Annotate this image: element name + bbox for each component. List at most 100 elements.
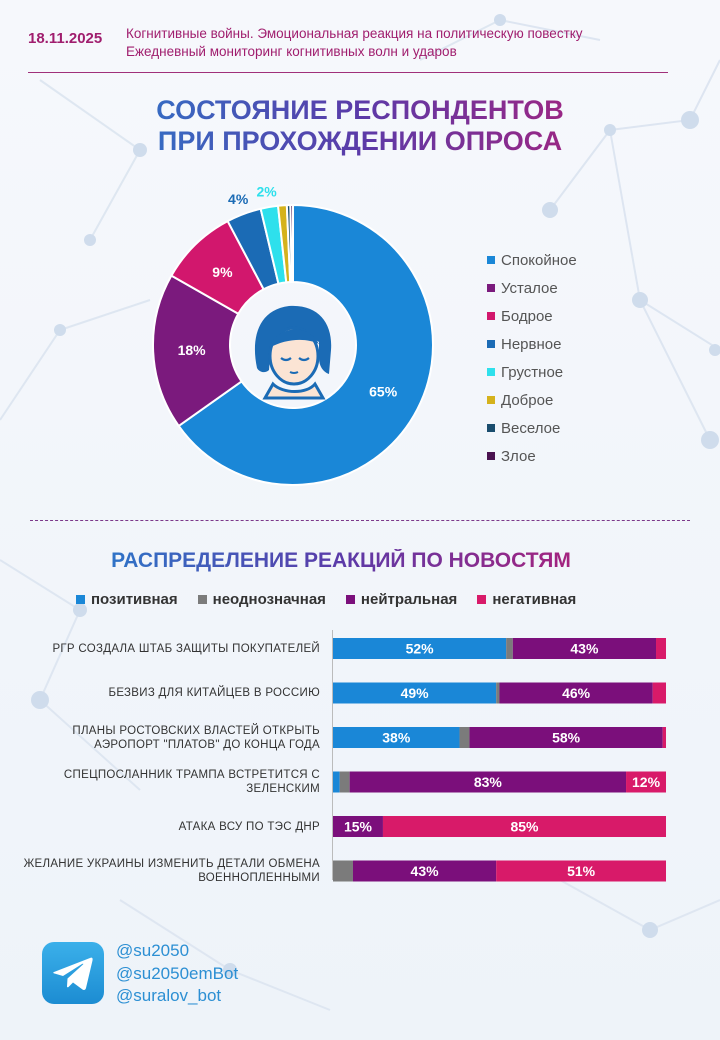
legend-label: Нервное [501,335,562,353]
bar-segment [626,771,666,793]
bar-legend-item: нейтральная [345,591,458,608]
legend-label: негативная [492,591,577,608]
legend-label: Веселое [501,419,561,437]
category-axis [332,630,333,880]
legend-label: Усталое [501,279,558,297]
pie-slice-2 [152,274,243,428]
bar-segment [652,682,666,704]
legend-label: позитивная [91,591,178,608]
pie-slice-5 [259,204,288,285]
pie-title-line-2: ПРИ ПРОХОЖДЕНИИ ОПРОСА [0,126,720,157]
report-date: 18.11.2025 [28,30,103,47]
pie-legend-item: Веселое [487,414,577,442]
bar-segment [662,727,666,748]
legend-swatch [197,595,207,604]
legend-swatch [487,340,495,348]
pie-data-label: 9% [212,264,233,280]
contact-handles: @su2050 @su2050emBot @suralov_bot [116,940,238,1008]
pie-slice-1 [177,203,434,486]
legend-label: Злое [501,447,536,465]
section-divider [30,520,690,521]
bar-data-label: 12% [632,774,661,790]
bar-category-label: Желание Украины изменить детали обмена в… [23,858,320,884]
bar-segment [506,638,513,659]
legend-swatch [487,424,495,432]
bar-segment [469,727,663,748]
bar-data-label: 46% [562,685,591,701]
legend-swatch [487,312,495,320]
bar-legend: позитивная неоднозначная нейтральная негати… [76,591,596,608]
bar-segment [333,727,460,748]
handle-link[interactable]: @suralov_bot [116,986,222,1005]
pie-legend: Спокойное Усталое Бодрое Нервное Грустное Доб… [487,246,577,470]
legend-swatch [487,284,495,292]
legend-swatch [487,256,495,264]
bar-data-label: 38% [382,730,411,746]
legend-swatch [487,368,495,376]
bar-category-label: Планы ростовских властей открыть аэропор… [72,724,320,751]
bar-category-label: Спецпосланник Трампа встретится с Зеленс… [63,769,320,795]
legend-label: нейтральная [360,591,458,608]
legend-swatch [487,396,495,404]
pie-legend-item: Спокойное [487,246,577,274]
legend-swatch [487,452,495,460]
bar-data-label: 15% [344,819,373,835]
pie-legend-item: Бодрое [487,302,577,330]
bar-segment [333,771,340,793]
bar-legend-item: негативная [477,591,576,608]
bar-segment [333,638,507,659]
legend-label: Спокойное [501,251,577,269]
bar-data-label: 43% [411,863,440,879]
woman-face-icon [254,305,332,400]
pie-legend-item: Доброе [487,386,577,414]
pie-slice-4 [226,207,280,291]
pie-legend-item: Злое [487,442,577,470]
telegram-icon[interactable] [42,942,104,1004]
bar-legend-item: позитивная [76,591,178,608]
bar-segment [496,682,500,704]
bar-data-label: 51% [567,863,596,879]
legend-label: Доброе [501,391,554,409]
header-subtitle-2: Ежедневный мониторинг когнитивных волн и… [126,44,457,59]
bar-category-label: Безвиз для китайцев в Россию [108,687,320,699]
pie-data-label: 18% [178,342,207,358]
pie-legend-item: Усталое [487,274,577,302]
header: 18.11.2025 Когнитивные войны. Эмоциональ… [28,20,668,73]
pie-data-label: 65% [369,384,398,400]
pie-data-label: 2% [256,183,277,199]
pie-legend-item: Нервное [487,330,577,358]
bar-data-label: 58% [552,730,581,746]
bar-data-label: 83% [474,774,503,790]
bar-segment [459,727,470,748]
bar-data-label: 52% [406,641,435,657]
bar-data-label: 49% [401,685,430,701]
legend-swatch [76,595,85,604]
pie-data-label: 4% [228,191,249,207]
pie-title-line-1: СОСТОЯНИЕ РЕСПОНДЕНТОВ [0,95,720,126]
bar-segment [512,638,657,659]
bar-segment [499,682,653,704]
handle-link[interactable]: @su2050emBot [116,963,239,983]
legend-label: Бодрое [501,307,553,325]
bar-category-label: РГР создала штаб защиты покупателей [52,642,320,655]
bar-segment [382,816,666,837]
bar-segment [333,816,383,837]
handle-link[interactable]: @su2050 [116,941,190,960]
bar-segment [656,638,666,659]
bar-legend-item: неоднозначная [197,591,326,608]
bar-segment [333,682,497,704]
pie-slice-8 [289,203,294,284]
legend-swatch [345,595,355,604]
pie-slice-7 [285,204,293,284]
bar-segment [352,860,497,882]
bar-segment [496,860,666,882]
bar-data-label: 43% [570,641,599,657]
legend-label: неоднозначная [212,591,326,608]
legend-swatch [477,595,487,604]
legend-label: Грустное [501,363,564,381]
bar-title: РАСПРЕДЕЛЕНИЕ РЕАКЦИЙ ПО НОВОСТЯМ [0,549,682,573]
pie-slice-6 [276,204,292,284]
bar-segment [333,860,353,882]
bar-data-label: 85% [510,819,539,835]
bar-category-label: Атака ВСУ по ТЭС ДНР [178,820,320,833]
